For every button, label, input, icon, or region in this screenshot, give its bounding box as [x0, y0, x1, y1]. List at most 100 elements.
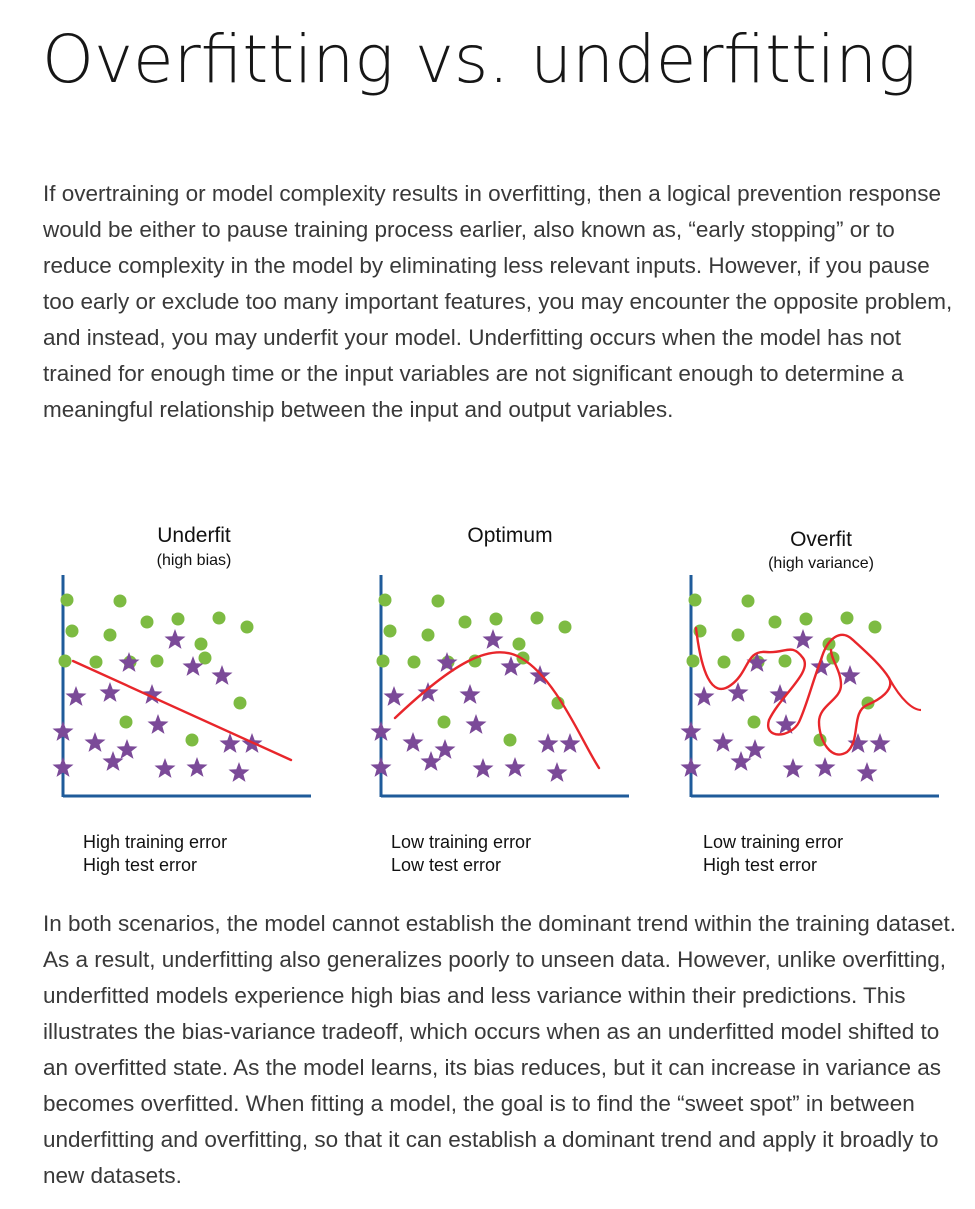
- data-point-star: [370, 721, 392, 741]
- data-point-dot: [458, 615, 472, 629]
- underfit-plot: [52, 575, 311, 798]
- data-point-dot: [383, 624, 397, 638]
- underfit-title: Underfit: [157, 524, 231, 547]
- data-point-dot: [60, 593, 74, 607]
- data-point-star: [370, 757, 392, 777]
- data-point-dot: [65, 624, 79, 638]
- data-point-star: [52, 721, 74, 741]
- data-point-star: [810, 656, 832, 676]
- data-point-dot: [185, 733, 199, 747]
- data-point-star: [727, 682, 749, 702]
- data-point-star: [465, 714, 487, 734]
- data-point-star: [116, 739, 138, 759]
- overfit-error-summary: Low training error High test error: [703, 831, 843, 877]
- data-point-star: [164, 629, 186, 649]
- data-point-dot: [741, 594, 755, 608]
- data-point-star: [839, 665, 861, 685]
- data-point-dot: [407, 655, 421, 669]
- data-point-star: [744, 739, 766, 759]
- data-point-star: [782, 758, 804, 778]
- overfit-title: Overfit: [790, 528, 852, 551]
- page-title: Overfitting vs. underfitting: [42, 21, 917, 98]
- data-point-dot: [198, 651, 212, 665]
- data-point-star: [792, 629, 814, 649]
- data-point-dot: [103, 628, 117, 642]
- data-point-star: [693, 686, 715, 706]
- data-point-dot: [768, 615, 782, 629]
- data-point-star: [769, 684, 791, 704]
- data-point-star: [712, 732, 734, 752]
- data-point-dot: [686, 654, 700, 668]
- data-point-star: [537, 733, 559, 753]
- data-point-star: [856, 762, 878, 782]
- data-point-star: [680, 757, 702, 777]
- data-point-dot: [378, 593, 392, 607]
- data-point-star: [546, 762, 568, 782]
- data-point-dot: [421, 628, 435, 642]
- overfit-plot: [680, 575, 939, 798]
- data-point-dot: [171, 612, 185, 626]
- data-point-dot: [558, 620, 572, 634]
- data-point-star: [680, 721, 702, 741]
- data-point-dot: [437, 715, 451, 729]
- data-point-dot: [431, 594, 445, 608]
- data-point-star: [383, 686, 405, 706]
- data-point-star: [52, 757, 74, 777]
- data-point-dot: [119, 715, 133, 729]
- data-point-dot: [113, 594, 127, 608]
- data-point-dot: [376, 654, 390, 668]
- data-point-star: [814, 757, 836, 777]
- data-point-star: [746, 652, 768, 672]
- data-point-star: [147, 714, 169, 734]
- overfit-training-error: Low training error: [703, 832, 844, 852]
- underfit-test-error: High test error: [83, 855, 198, 875]
- data-point-dot: [212, 611, 226, 625]
- data-point-dot: [58, 654, 72, 668]
- data-point-dot: [233, 696, 247, 710]
- data-point-star: [775, 714, 797, 734]
- data-point-star: [182, 656, 204, 676]
- data-point-star: [118, 652, 140, 672]
- data-point-dot: [150, 654, 164, 668]
- data-point-dot: [512, 637, 526, 651]
- optimum-test-error: Low test error: [391, 855, 502, 875]
- data-point-dot: [731, 628, 745, 642]
- data-point-dot: [717, 655, 731, 669]
- underfit-subtitle: (high bias): [156, 552, 232, 569]
- data-point-star: [504, 757, 526, 777]
- optimum-title: Optimum: [467, 524, 553, 547]
- data-point-star: [459, 684, 481, 704]
- conclusion-paragraph: In both scenarios, the model cannot esta…: [43, 911, 957, 1188]
- optimum-error-summary: Low training error Low test error: [391, 831, 531, 877]
- underfit-training-error: High training error: [83, 832, 228, 852]
- data-point-star: [154, 758, 176, 778]
- data-point-star: [99, 682, 121, 702]
- underfit-error-summary: High training error High test error: [83, 831, 227, 877]
- data-point-star: [500, 656, 522, 676]
- data-point-dot: [688, 593, 702, 607]
- data-point-star: [420, 751, 442, 771]
- data-point-dot: [140, 615, 154, 629]
- data-point-star: [65, 686, 87, 706]
- fit-comparison-figure: Underfit (high bias) Optimum Overfit (hi…: [0, 500, 975, 900]
- data-point-dot: [840, 611, 854, 625]
- fit-plots: [52, 575, 939, 798]
- overfit-test-error: High test error: [703, 855, 818, 875]
- data-point-dot: [530, 611, 544, 625]
- data-point-star: [847, 733, 869, 753]
- overfit-subtitle: (high variance): [768, 555, 874, 572]
- data-point-dot: [194, 637, 208, 651]
- data-point-star: [559, 733, 581, 753]
- data-point-star: [472, 758, 494, 778]
- data-point-star: [730, 751, 752, 771]
- data-point-star: [141, 684, 163, 704]
- data-point-star: [219, 733, 241, 753]
- data-point-dot: [778, 654, 792, 668]
- data-point-star: [186, 757, 208, 777]
- data-point-star: [417, 682, 439, 702]
- optimum-fit-line: [393, 651, 601, 770]
- optimum-training-error: Low training error: [391, 832, 532, 852]
- data-point-dot: [89, 655, 103, 669]
- data-point-dot: [489, 612, 503, 626]
